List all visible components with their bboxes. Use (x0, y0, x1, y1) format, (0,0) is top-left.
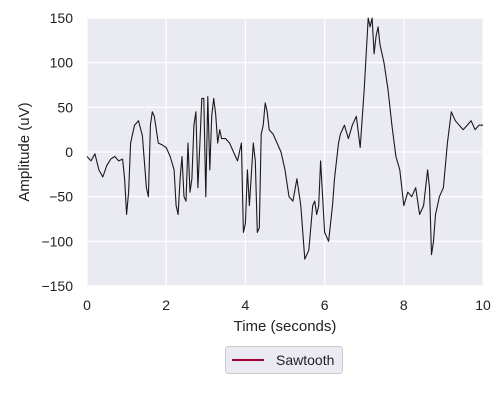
legend: Sawtooth (225, 346, 343, 374)
y-tick-label: −150 (41, 278, 73, 294)
y-tick-label: 0 (65, 144, 73, 160)
grid-lines (86, 17, 484, 287)
y-axis-label: Amplitude (uV) (16, 102, 33, 201)
x-tick-label: 10 (475, 297, 491, 313)
y-tick-label: −100 (41, 233, 73, 249)
x-tick-label: 8 (400, 297, 408, 313)
series-layer (86, 17, 483, 260)
x-tick-labels: 0 2 4 6 8 10 (83, 297, 491, 313)
x-tick-label: 0 (83, 297, 91, 313)
series-line (86, 17, 483, 260)
y-tick-labels: −150 −100 −50 0 50 100 150 (41, 10, 73, 294)
y-tick-label: 150 (50, 10, 74, 26)
y-tick-label: −50 (49, 189, 73, 205)
x-tick-label: 2 (162, 297, 170, 313)
x-tick-label: 4 (242, 297, 250, 313)
legend-swatch (232, 359, 264, 361)
x-axis-label: Time (seconds) (234, 318, 337, 335)
x-tick-label: 6 (321, 297, 329, 313)
y-tick-label: 50 (57, 99, 73, 115)
y-tick-label: 100 (50, 55, 74, 71)
legend-label: Sawtooth (276, 352, 335, 368)
